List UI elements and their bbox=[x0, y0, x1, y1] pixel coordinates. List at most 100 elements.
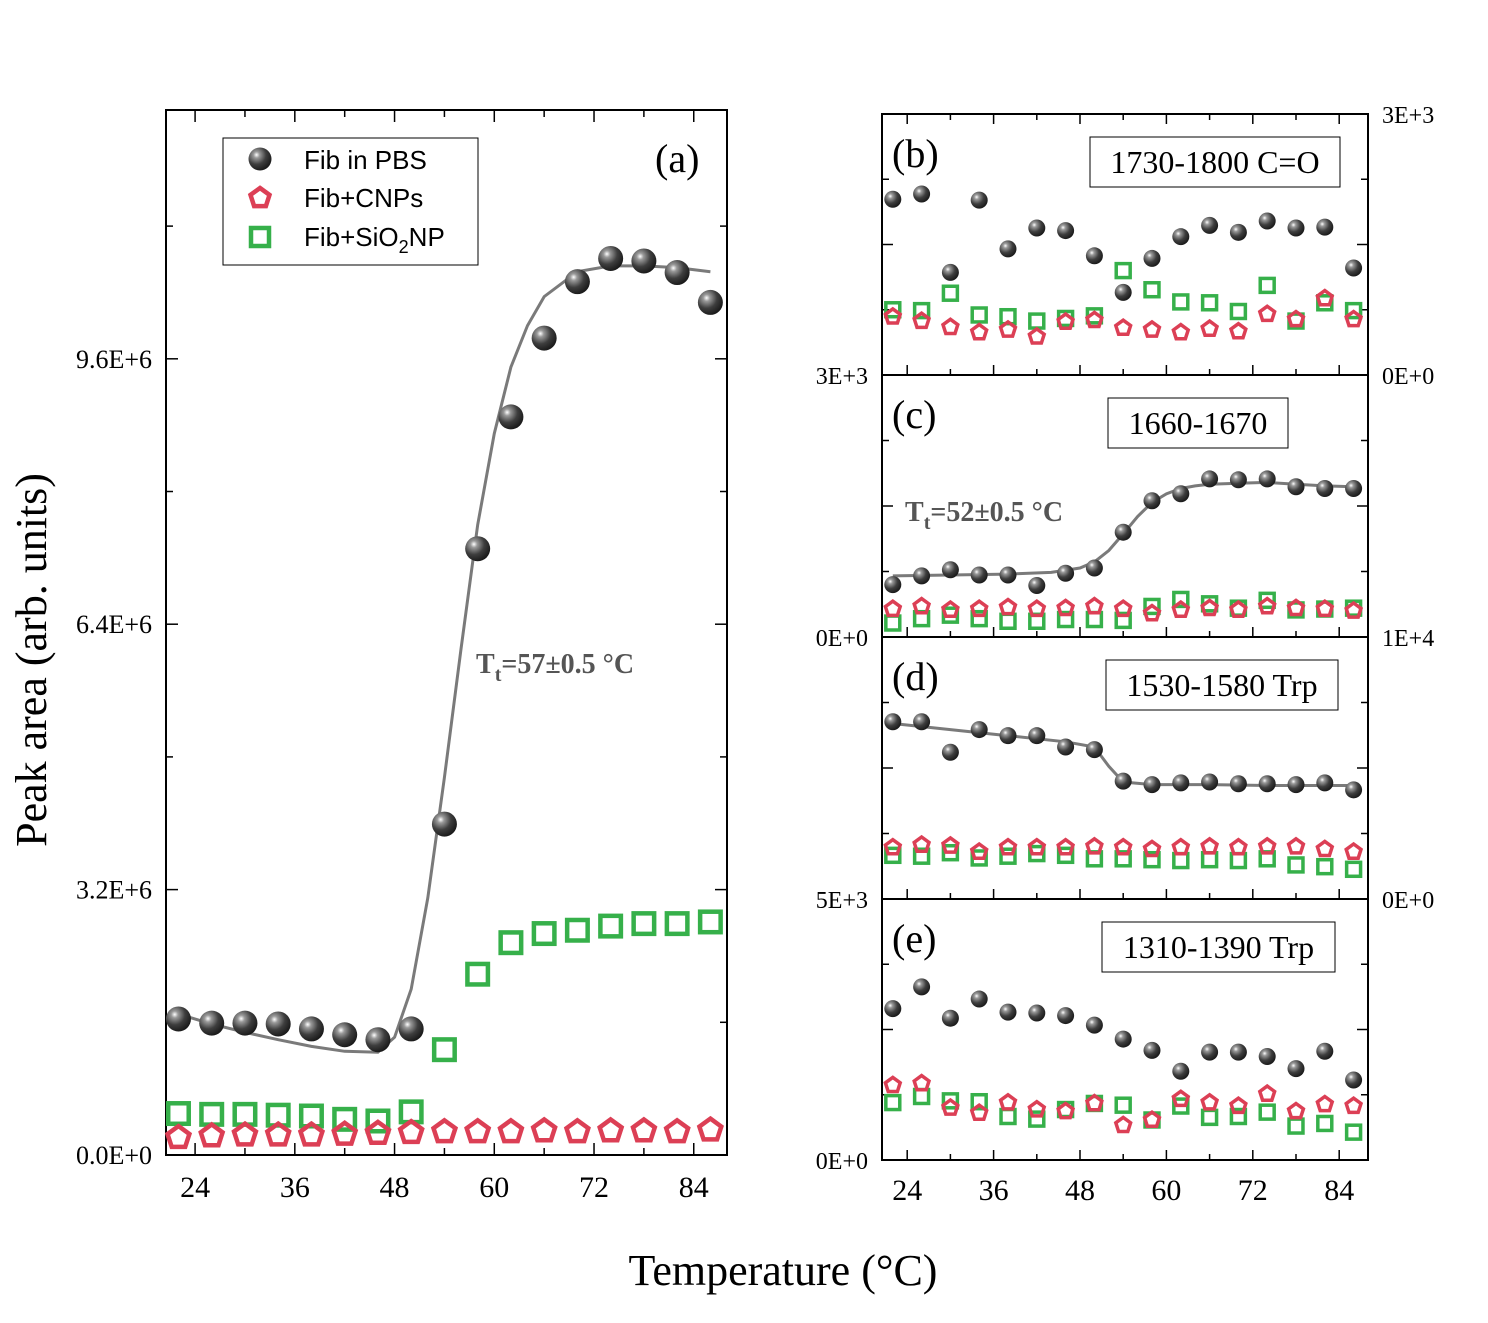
panel-b-ytick-label: 3E+3 bbox=[816, 364, 868, 390]
panel-a-ticks: 0.0E+0 3.2E+6 6.4E+6 9.6E+6 24 36 48 60 72 84 bbox=[76, 110, 727, 1204]
panel-d-point-fib-cnps bbox=[1257, 836, 1277, 855]
panel-e-point-fib-sio2np bbox=[1172, 1097, 1190, 1115]
panel-e-title: 1310-1390 Trp bbox=[1123, 929, 1314, 965]
panel-e-point-fib-cnps bbox=[1200, 1092, 1220, 1111]
panel-a: 0.0E+0 3.2E+6 6.4E+6 9.6E+6 24 36 48 60 72 84 (a)… bbox=[76, 109, 728, 1204]
panel-e-point-fib-in-pbs bbox=[1085, 1016, 1103, 1034]
panel-a-point-fib-sio2np bbox=[199, 1101, 225, 1127]
panel-d-point-fib-sio2np bbox=[1172, 851, 1190, 870]
panel-a-point-fib-in-pbs bbox=[431, 811, 457, 837]
panel-b-point-fib-sio2np bbox=[1028, 312, 1046, 330]
panel-e-point-fib-in-pbs bbox=[1172, 1062, 1190, 1080]
panel-a-point-fib-sio2np bbox=[598, 913, 624, 939]
panel-d-point-fib-cnps bbox=[883, 837, 903, 856]
panel-c-point-fib-cnps bbox=[1315, 599, 1335, 618]
panel-d-point-fib-in-pbs bbox=[941, 743, 959, 761]
panel-b-point-fib-cnps bbox=[1286, 309, 1306, 328]
panel-a-point-fib-in-pbs bbox=[265, 1011, 291, 1037]
panel-a-point-fib-in-pbs bbox=[365, 1027, 391, 1053]
legend-label-fib-cnps: Fib+CNPs bbox=[304, 183, 423, 213]
right-xtick-label: 48 bbox=[1065, 1174, 1095, 1207]
panel-c-point-fib-in-pbs bbox=[1316, 480, 1334, 498]
panel-e-point-fib-in-pbs bbox=[1258, 1047, 1276, 1065]
panel-c-title-box bbox=[1107, 397, 1289, 449]
panel-a-point-fib-in-pbs bbox=[598, 245, 624, 271]
panel-e-point-fib-in-pbs bbox=[1201, 1043, 1219, 1061]
panel-d-point-fib-cnps bbox=[1286, 836, 1306, 855]
panel-c-ytick-label-right: 1E+4 bbox=[1382, 626, 1434, 652]
panel-d-title-box bbox=[1105, 659, 1339, 711]
panel-d-point-fib-cnps bbox=[912, 834, 932, 853]
panel-d-point-fib-sio2np bbox=[1056, 846, 1075, 865]
panel-d-point-fib-sio2np bbox=[941, 843, 960, 862]
panel-d-point-fib-cnps bbox=[969, 841, 989, 860]
panel-a-xtick-label: 48 bbox=[380, 1171, 410, 1204]
panel-b-point-fib-sio2np bbox=[1344, 301, 1363, 320]
panel-a-point-fib-sio2np bbox=[664, 911, 690, 937]
panel-a-xtick-label: 84 bbox=[679, 1171, 709, 1204]
right-xtick-label: 24 bbox=[892, 1174, 922, 1207]
panel-a-point-fib-cnps bbox=[198, 1121, 226, 1148]
panel-c-point-fib-in-pbs bbox=[1172, 485, 1190, 503]
panel-b-point-fib-cnps bbox=[1113, 318, 1133, 337]
right-xtick-label: 60 bbox=[1151, 1174, 1181, 1207]
panel-c-point-fib-cnps bbox=[1200, 598, 1220, 617]
panel-a-point-fib-cnps bbox=[464, 1117, 492, 1144]
panel-d: (d) 1530-1580 Trp 5E+3 0E+0 bbox=[816, 636, 1434, 914]
panel-c-point-fib-cnps bbox=[1228, 599, 1248, 619]
panel-b-point-fib-sio2np bbox=[884, 301, 902, 319]
panel-e-point-fib-cnps bbox=[1228, 1096, 1248, 1115]
panel-e-point-fib-cnps bbox=[1056, 1101, 1076, 1120]
panel-a-ytick-label: 9.6E+6 bbox=[76, 345, 152, 374]
x-axis-label: Temperature (°C) bbox=[629, 1246, 938, 1295]
panel-e-point-fib-cnps bbox=[1257, 1083, 1277, 1102]
panel-c-point-fib-cnps bbox=[940, 599, 960, 619]
panel-a-point-fib-cnps bbox=[597, 1116, 625, 1143]
panel-a-point-fib-cnps bbox=[530, 1116, 558, 1143]
panel-e-point-fib-sio2np bbox=[912, 1087, 931, 1106]
panel-d-point-fib-cnps bbox=[940, 835, 960, 854]
panel-b-point-fib-in-pbs bbox=[970, 191, 988, 209]
panel-a-point-fib-in-pbs bbox=[564, 269, 590, 295]
panel-a-point-fib-in-pbs bbox=[531, 325, 557, 351]
panel-a-label: (a) bbox=[655, 136, 699, 181]
panel-a-xtick-label: 36 bbox=[280, 1171, 310, 1204]
panel-d-point-fib-sio2np bbox=[1114, 850, 1132, 868]
panel-c-point-fib-in-pbs bbox=[1345, 480, 1363, 498]
panel-d-point-fib-cnps bbox=[1344, 841, 1364, 860]
right-panels: (b) 1730-1800 C=O 3E+3 3E+3 0E+0 (c) 1660-1670… bbox=[816, 103, 1434, 1207]
panel-d-point-fib-cnps bbox=[1113, 837, 1133, 856]
panel-a-point-fib-in-pbs bbox=[697, 289, 723, 315]
panel-e-point-fib-cnps bbox=[1344, 1096, 1364, 1115]
panel-a-point-fib-cnps bbox=[430, 1117, 459, 1144]
panel-c-point-fib-sio2np bbox=[1114, 611, 1132, 630]
panel-e-point-fib-sio2np bbox=[1229, 1107, 1248, 1126]
panel-d-point-fib-cnps bbox=[1056, 837, 1076, 856]
panel-a-point-fib-cnps bbox=[297, 1120, 326, 1147]
panel-d-point-fib-cnps bbox=[1315, 839, 1335, 858]
panel-a-point-fib-sio2np bbox=[531, 921, 557, 947]
panel-e-point-fib-sio2np bbox=[1200, 1108, 1219, 1127]
panel-d-point-fib-in-pbs bbox=[913, 713, 931, 731]
panel-e-point-fib-cnps bbox=[998, 1092, 1018, 1111]
panel-a-point-fib-cnps bbox=[231, 1120, 259, 1147]
panel-a-point-fib-cnps bbox=[630, 1116, 658, 1143]
panel-b-point-fib-in-pbs bbox=[1287, 219, 1305, 237]
panel-c-title: 1660-1670 bbox=[1129, 405, 1268, 441]
panel-e-ytick-label: 0E+0 bbox=[816, 1149, 868, 1175]
panel-e-point-fib-in-pbs bbox=[884, 1000, 902, 1018]
panel-c-point-fib-sio2np bbox=[884, 614, 902, 632]
panel-b-point-fib-cnps bbox=[1200, 318, 1220, 337]
panel-a-point-fib-cnps bbox=[696, 1115, 724, 1142]
panel-a-ytick-label: 0.0E+0 bbox=[76, 1141, 152, 1170]
panel-b-point-fib-in-pbs bbox=[1201, 216, 1219, 234]
panel-e-point-fib-cnps bbox=[940, 1097, 960, 1116]
panel-e-point-fib-sio2np bbox=[1028, 1110, 1046, 1128]
panel-c-point-fib-sio2np bbox=[1056, 610, 1075, 629]
panel-e-point-fib-in-pbs bbox=[1028, 1004, 1046, 1022]
panel-b-point-fib-cnps bbox=[1142, 319, 1162, 338]
panel-c-point-fib-in-pbs bbox=[1143, 492, 1161, 510]
legend-label-fib-sio2: Fib+SiO2NP bbox=[304, 222, 445, 257]
panel-e-title-box bbox=[1101, 921, 1336, 973]
panel-b-point-fib-in-pbs bbox=[1057, 222, 1075, 240]
